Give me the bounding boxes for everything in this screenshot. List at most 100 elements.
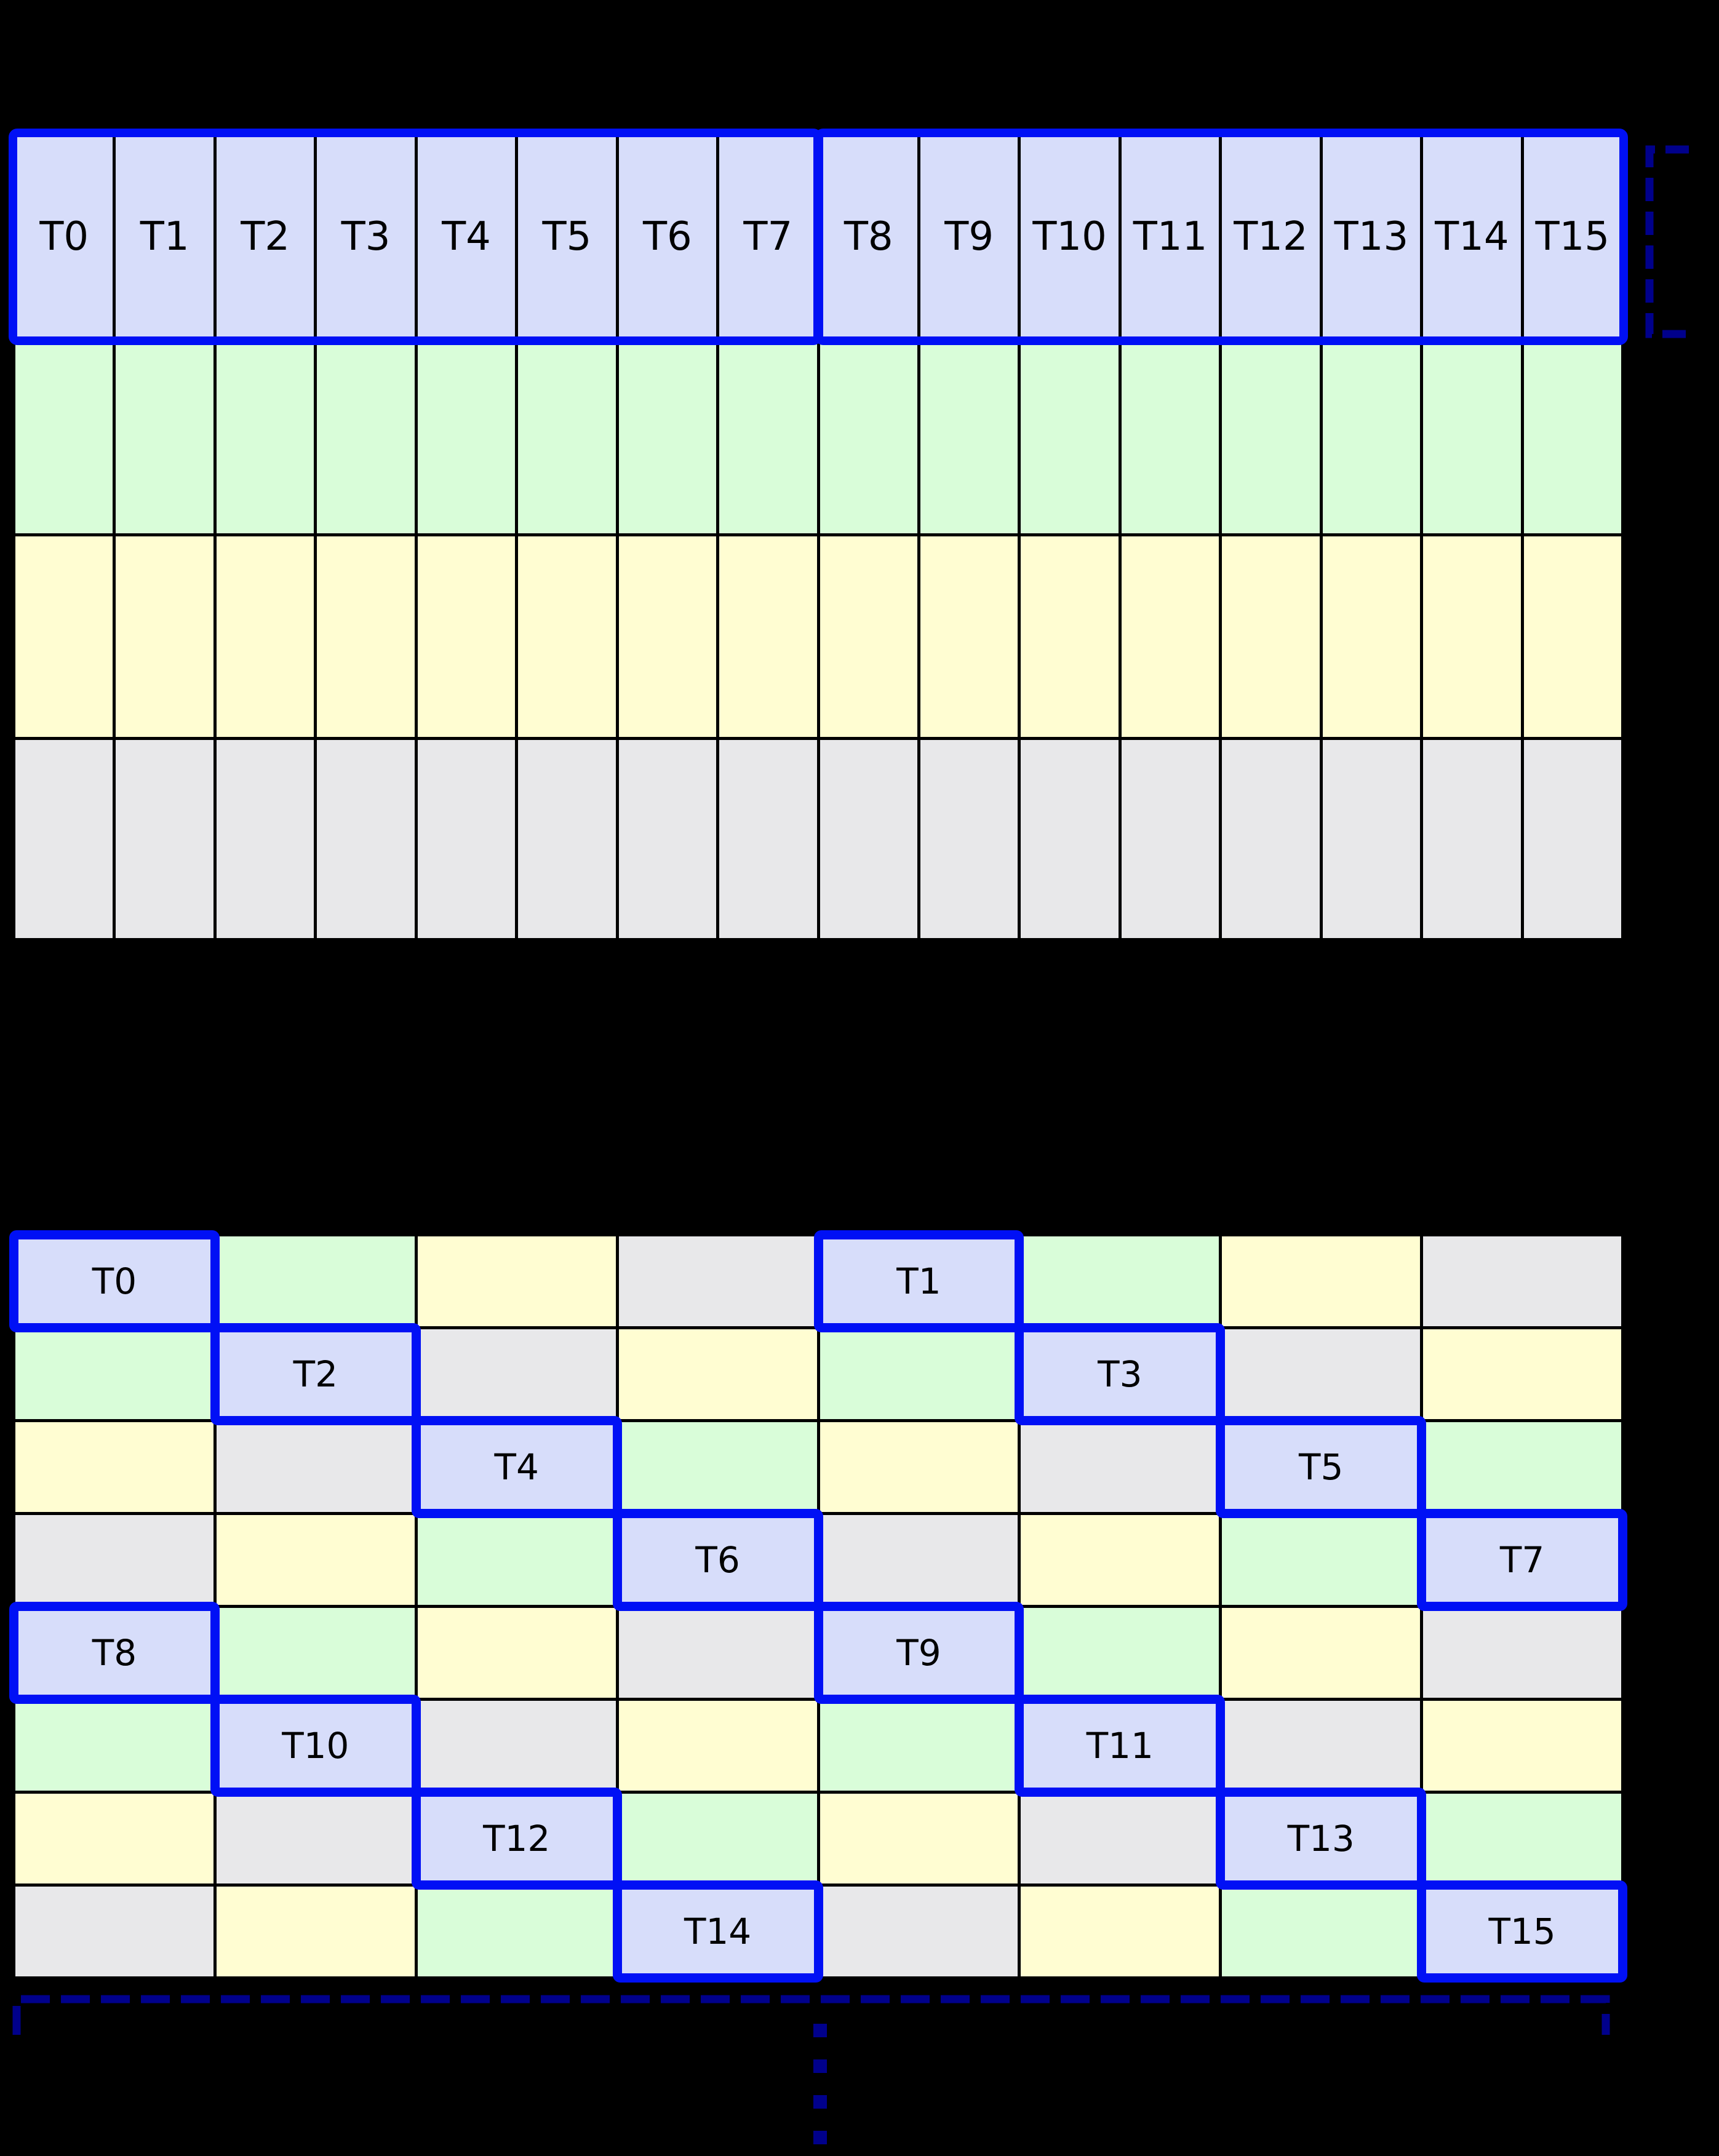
top-header-cell-T5: T5 [518,135,616,338]
bottom-gray-cell [618,1608,817,1698]
top-yellow-cell [719,536,817,737]
thread-label: T6 [642,214,692,260]
bottom-yellow-cell [618,1329,817,1419]
bottom-yellow-cell [1021,1887,1219,1976]
bottom-yellow-cell [1222,1608,1421,1698]
bottom-green-cell [15,1329,213,1419]
top-yellow-cell [1021,536,1119,737]
bottom-green-cell [618,1794,817,1884]
thread-label: T5 [542,214,592,260]
top-gray-cell [618,740,717,938]
bottom-cell-T7: T7 [1417,1509,1627,1611]
thread-label: T11 [1133,214,1208,260]
thread-label: T5 [1299,1446,1344,1488]
top-header-cell-T14: T14 [1423,135,1521,338]
bottom-yellow-cell [820,1794,1018,1884]
bottom-gray-cell [1021,1794,1219,1884]
thread-label: T8 [844,214,893,260]
top-green-cell [216,341,314,533]
top-green-cell [417,341,516,533]
top-header-cell-T9: T9 [920,135,1018,338]
thread-label: T1 [896,1260,941,1302]
thread-label: T9 [896,1632,941,1674]
bottom-gray-cell [216,1794,415,1884]
top-header-cell-T11: T11 [1121,135,1219,338]
bottom-yellow-cell [216,1515,415,1605]
bottom-cell-T13: T13 [1216,1788,1426,1890]
bottom-grid: T0 T1 T2 T3 T4 T5 T6 T7 T8 T9 T10 T11 T12 T13 T14 T15 [9,1230,1627,1983]
top-gray-cell [920,740,1018,938]
bottom-yellow-cell [1423,1329,1621,1419]
top-green-cell [618,341,717,533]
bottom-cell-T8: T8 [9,1602,220,1704]
bottom-yellow-cell [15,1794,213,1884]
top-green-cell [317,341,415,533]
top-header-cell-T10: T10 [1021,135,1119,338]
bottom-green-cell [216,1236,415,1326]
top-yellow-cell [116,536,213,737]
bottom-green-cell [1021,1236,1219,1326]
top-gray-cell [1222,740,1320,938]
top-green-cell [518,341,616,533]
top-yellow-cell [618,536,717,737]
top-yellow-cell [1523,536,1621,737]
ellipsis-dot [813,2059,827,2073]
top-green-cell [1322,341,1421,533]
bottom-gray-cell [820,1515,1018,1605]
top-yellow-cell [1423,536,1521,737]
bottom-cell-T6: T6 [612,1509,823,1611]
thread-label: T13 [1287,1818,1355,1860]
ellipsis-dot [813,2024,827,2037]
top-header-cell-T7: T7 [719,135,817,338]
top-green-cell [820,341,917,533]
bottom-green-cell [820,1701,1018,1791]
thread-label: T12 [483,1818,551,1860]
top-gray-cell [417,740,516,938]
bottom-yellow-cell [820,1422,1018,1512]
bottom-cell-T10: T10 [210,1695,421,1797]
top-gray-cell [1523,740,1621,938]
bottom-cell-T5: T5 [1216,1416,1426,1518]
thread-label: T14 [1435,214,1509,260]
top-header-cell-T4: T4 [417,135,516,338]
bottom-green-cell [1222,1887,1421,1976]
vertical-ellipsis-icon [813,2024,827,2144]
bottom-yellow-cell [1423,1701,1621,1791]
top-green-cell [920,341,1018,533]
bottom-green-cell [216,1608,415,1698]
bottom-grid-bracket-icon [12,1995,1610,2035]
bottom-gray-cell [417,1329,616,1419]
bottom-gray-cell [1222,1329,1421,1419]
top-green-cell [1021,341,1119,533]
top-green-cell [1523,341,1621,533]
top-green-cell [15,341,113,533]
top-gray-cell [1322,740,1421,938]
top-gray-cell [317,740,415,938]
top-header-cell-T13: T13 [1322,135,1421,338]
thread-label: T13 [1334,214,1409,260]
thread-label: T7 [743,214,793,260]
thread-label: T1 [140,214,189,260]
ellipsis-dot [813,2131,827,2144]
thread-label: T12 [1234,214,1308,260]
bottom-yellow-cell [417,1236,616,1326]
top-gray-cell [1021,740,1119,938]
top-gray-cell [719,740,817,938]
bottom-yellow-cell [618,1701,817,1791]
bottom-cell-T0: T0 [9,1230,220,1332]
bottom-yellow-cell [1021,1515,1219,1605]
top-gray-cell [1423,740,1521,938]
top-header-cell-T0: T0 [15,135,113,338]
top-yellow-cell [920,536,1018,737]
top-gray-cell [216,740,314,938]
bottom-cell-T4: T4 [411,1416,622,1518]
top-gray-cell [116,740,213,938]
thread-label: T2 [241,214,290,260]
ellipsis-dot [813,2095,827,2109]
bottom-yellow-cell [417,1608,616,1698]
thread-label: T2 [293,1353,338,1395]
bottom-cell-T1: T1 [813,1230,1024,1332]
top-yellow-cell [317,536,415,737]
bottom-green-cell [1021,1608,1219,1698]
top-header-cell-T2: T2 [216,135,314,338]
